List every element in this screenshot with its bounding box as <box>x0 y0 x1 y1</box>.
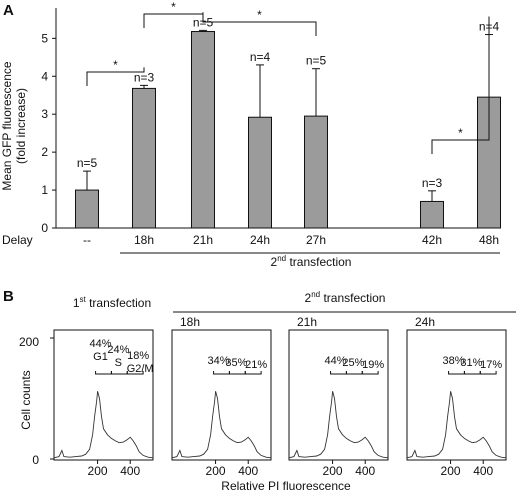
category-label: -- <box>83 233 91 247</box>
gate-bracket <box>479 371 497 375</box>
histogram-trace <box>53 391 154 459</box>
x-tick-label: 400 <box>238 464 258 478</box>
histogram-frame <box>406 329 507 461</box>
category-label: 21h <box>193 233 213 247</box>
x-tick-label: 200 <box>323 464 343 478</box>
phase-percentage: 38% <box>443 355 465 367</box>
gate-bracket <box>345 371 363 375</box>
phase-percentage: 21% <box>245 359 267 371</box>
phase-percentage: 24% <box>107 344 129 356</box>
phase-percentage: 44% <box>325 355 347 367</box>
significance-bracket <box>202 12 317 36</box>
phase-label-g2m: G2/M <box>127 363 154 375</box>
x-tick-label: 200 <box>88 464 108 478</box>
category-label: 27h <box>306 233 326 247</box>
delay-row-label: Delay <box>2 233 33 247</box>
panel-label-b: B <box>3 288 14 305</box>
gate-bracket <box>228 371 246 375</box>
histogram-frame <box>288 329 389 461</box>
bar <box>132 87 156 229</box>
significance-star: * <box>257 8 262 22</box>
y-tick-label: 1 <box>41 183 48 197</box>
category-label: 48h <box>479 233 499 247</box>
x-tick-label: 200 <box>206 464 226 478</box>
category-labels: -- 18h 21h 24h 27h 42h 48h <box>83 233 499 247</box>
category-label: 42h <box>422 233 442 247</box>
phase-percentage: 35% <box>225 357 247 369</box>
gate-bracket <box>330 371 347 375</box>
bar <box>75 189 99 229</box>
x-axis-label-pi: Relative PI fluorescence <box>221 479 351 493</box>
phase-percentage: 34% <box>208 355 230 367</box>
category-label: 24h <box>250 233 270 247</box>
panel-label-a: A <box>3 2 14 19</box>
histogram-frame <box>171 329 272 461</box>
n-label: n=5 <box>306 54 327 68</box>
bar <box>420 200 444 229</box>
bar <box>191 31 215 229</box>
phase-label-s: S <box>115 357 122 369</box>
phase-percentage: 19% <box>362 359 384 371</box>
second-transfection-label-a: 2nd transfection <box>271 254 352 269</box>
n-label: n=3 <box>422 176 443 190</box>
significance-star: * <box>113 58 118 72</box>
gate-bracket <box>95 371 112 375</box>
y-tick-label-200: 200 <box>19 335 39 349</box>
gate-bracket <box>244 371 262 375</box>
y-tick-label: 4 <box>41 69 48 83</box>
significance-bracket <box>431 16 490 154</box>
category-label: 18h <box>134 233 154 247</box>
first-transfection-label: 1st transfection <box>73 295 151 310</box>
y-tick-label: 5 <box>41 31 48 45</box>
n-label: n=5 <box>77 156 98 170</box>
gate-bracket <box>126 371 144 375</box>
phase-percentage: 31% <box>460 357 482 369</box>
phase-percentage: 17% <box>480 359 502 371</box>
bar <box>248 116 272 229</box>
gate-bracket <box>448 371 465 375</box>
y-axis-label-line1: Mean GFP fluorescence <box>0 61 14 191</box>
n-label: n=4 <box>250 50 271 64</box>
y-tick-label-0: 0 <box>32 453 39 467</box>
timepoint-label: 24h <box>415 315 435 329</box>
histogram-trace <box>288 391 389 459</box>
phase-percentage: 44% <box>90 338 112 350</box>
x-tick-label: 200 <box>441 464 461 478</box>
histogram-trace <box>406 391 507 459</box>
n-label: n=3 <box>134 70 155 84</box>
gate-bracket <box>110 371 128 375</box>
significance-bracket <box>86 67 145 86</box>
cell-counts-label: Cell counts <box>19 370 33 429</box>
timepoint-label: 18h <box>180 315 200 329</box>
gate-bracket <box>361 371 379 375</box>
bar <box>304 115 328 229</box>
y-tick-label: 2 <box>41 145 48 159</box>
phase-percentage: 18% <box>127 350 149 362</box>
x-tick-label: 400 <box>355 464 375 478</box>
phase-label-g1: G1 <box>93 351 108 363</box>
x-tick-label: 400 <box>473 464 493 478</box>
y-axis-label-line2: (fold increase) <box>14 88 28 164</box>
significance-star: * <box>458 126 463 140</box>
second-transfection-label-b: 2nd transfection <box>305 290 386 305</box>
significance-brackets: * * * * <box>86 0 490 154</box>
y-tick-label: 3 <box>41 107 48 121</box>
bar-chart-bars: n=5n=3n=5n=4 n=5n=3n=4 <box>75 15 501 229</box>
y-tick-label: 0 <box>41 221 48 235</box>
gate-bracket <box>213 371 230 375</box>
phase-percentage: 25% <box>342 357 364 369</box>
timepoint-label: 21h <box>297 315 317 329</box>
x-tick-label: 400 <box>120 464 140 478</box>
significance-star: * <box>171 0 176 14</box>
histogram-frame <box>53 329 154 461</box>
histogram-trace <box>171 391 272 459</box>
gate-bracket <box>463 371 481 375</box>
